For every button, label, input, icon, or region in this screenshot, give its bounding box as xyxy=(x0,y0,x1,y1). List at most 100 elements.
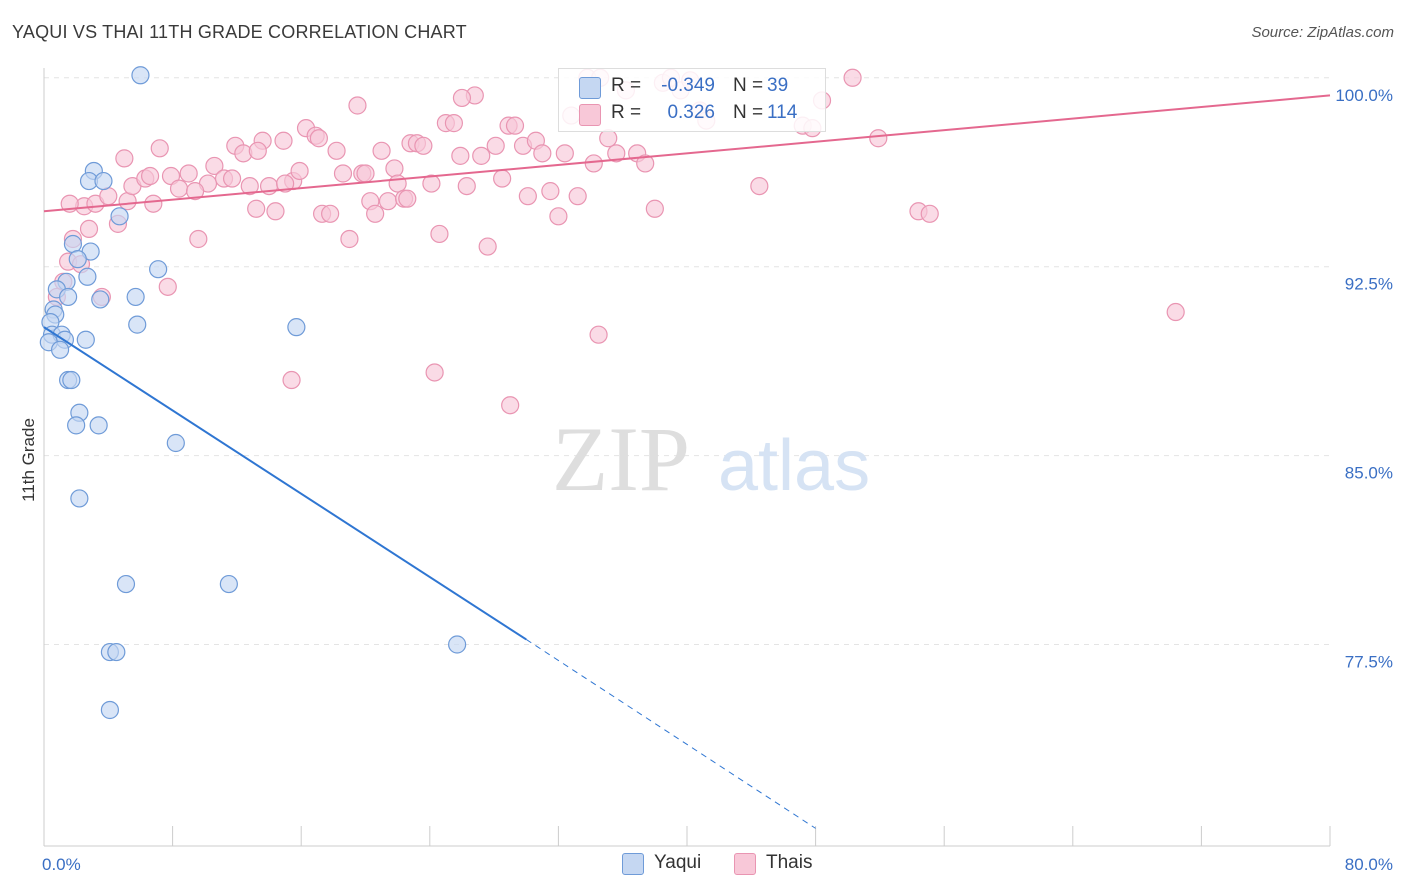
thais-point xyxy=(282,370,301,390)
yaqui-point xyxy=(100,700,120,720)
thais-point xyxy=(549,207,568,226)
thais-point xyxy=(348,96,367,115)
x-tick-label: 80.0% xyxy=(1345,855,1393,874)
thais-point xyxy=(378,192,398,211)
thais-point xyxy=(486,136,505,155)
thais-point xyxy=(248,141,267,160)
legend-r-label: R = xyxy=(611,102,642,123)
y-tick-label: 77.5% xyxy=(1345,653,1393,672)
legend-row-yaqui: R = -0.349 N = 39 xyxy=(559,73,825,101)
thais-point xyxy=(607,144,626,163)
thais-point xyxy=(366,204,385,223)
legend-n-value: 114 xyxy=(767,102,798,123)
thais-point xyxy=(356,164,375,183)
thais-point xyxy=(340,229,359,249)
thais-point xyxy=(321,204,340,223)
yaqui-point xyxy=(131,66,150,85)
y-tick-label: 92.5% xyxy=(1345,275,1393,294)
legend-n-label: N = xyxy=(733,75,764,96)
yaqui-point xyxy=(91,290,110,309)
thais-point xyxy=(1166,302,1185,322)
yaqui-point xyxy=(126,287,145,307)
thais-point xyxy=(843,68,862,87)
yaqui-point xyxy=(116,574,136,594)
stats-legend: R = -0.349 N = 39 R = 0.326 N = 114 xyxy=(558,68,826,132)
yaqui-point xyxy=(76,330,95,349)
thais-point xyxy=(584,154,603,173)
yaqui-swatch xyxy=(579,77,601,99)
legend-r-value: -0.349 xyxy=(661,75,715,96)
y-tick-label: 85.0% xyxy=(1345,464,1393,483)
thais-point xyxy=(869,129,888,148)
thais-point xyxy=(452,88,472,108)
yaqui-point xyxy=(94,171,113,191)
thais-point xyxy=(79,219,99,239)
yaqui-trend-extension xyxy=(525,639,816,829)
thais-point xyxy=(290,161,309,181)
thais-point xyxy=(99,187,118,206)
y-axis-title: 11th Grade xyxy=(19,418,38,502)
yaqui-points xyxy=(39,66,467,720)
thais-point xyxy=(518,187,537,206)
yaqui-swatch xyxy=(622,853,644,875)
chart-title: YAQUI VS THAI 11TH GRADE CORRELATION CHA… xyxy=(12,22,467,42)
legend-n-value: 39 xyxy=(767,75,789,96)
yaqui-point xyxy=(68,250,87,269)
thais-point xyxy=(425,363,444,382)
yaqui-point xyxy=(63,234,83,254)
thais-point xyxy=(222,169,242,188)
thais-point xyxy=(144,194,163,213)
thais-point xyxy=(150,139,169,158)
x-tick-labels: 0.0% 80.0% xyxy=(42,855,1393,874)
trend-lines xyxy=(43,94,1331,829)
thais-point xyxy=(140,166,160,186)
yaqui-point xyxy=(50,340,70,359)
thais-point xyxy=(505,116,525,135)
thais-swatch xyxy=(734,853,756,875)
thais-point xyxy=(169,179,189,198)
yaqui-point xyxy=(62,370,81,390)
thais-point xyxy=(186,182,205,201)
legend-r-label: R = xyxy=(611,75,642,96)
thais-point xyxy=(750,176,769,196)
thais-point xyxy=(599,129,618,148)
thais-point xyxy=(589,325,608,344)
thais-point xyxy=(493,169,512,188)
yaqui-point xyxy=(219,574,238,594)
thais-point xyxy=(385,159,404,178)
source-label: Source: ZipAtlas.com xyxy=(1251,24,1394,41)
thais-point xyxy=(451,146,470,165)
thais-point xyxy=(266,202,285,221)
thais-point xyxy=(533,144,552,163)
thais-point xyxy=(398,189,417,208)
yaqui-point xyxy=(70,489,89,508)
legend-n-label: N = xyxy=(733,102,764,123)
legend-r-value: 0.326 xyxy=(667,102,715,123)
thais-point xyxy=(414,136,433,155)
yaqui-point xyxy=(287,318,306,337)
yaqui-point xyxy=(107,642,126,662)
thais-point xyxy=(333,164,353,183)
thais-point xyxy=(541,182,560,201)
thais-point xyxy=(247,199,266,218)
yaqui-trend-line xyxy=(43,326,527,641)
thais-point xyxy=(430,224,449,244)
thais-point xyxy=(501,396,520,415)
thais-point xyxy=(276,174,295,193)
thais-point xyxy=(555,144,574,163)
thais-point xyxy=(388,174,407,193)
yaqui-point xyxy=(110,207,129,226)
grid xyxy=(44,77,1330,645)
thais-point xyxy=(444,114,464,133)
thais-point xyxy=(118,192,137,211)
thais-point xyxy=(327,141,346,160)
thais-trend-line xyxy=(43,94,1331,213)
thais-point xyxy=(189,229,208,249)
thais-point xyxy=(568,187,587,206)
yaqui-point xyxy=(149,260,168,279)
watermark-zip: ZIP xyxy=(552,408,690,510)
yaqui-point xyxy=(67,416,86,435)
thais-point xyxy=(274,131,293,150)
legend-row-thais: R = 0.326 N = 114 xyxy=(559,100,825,128)
